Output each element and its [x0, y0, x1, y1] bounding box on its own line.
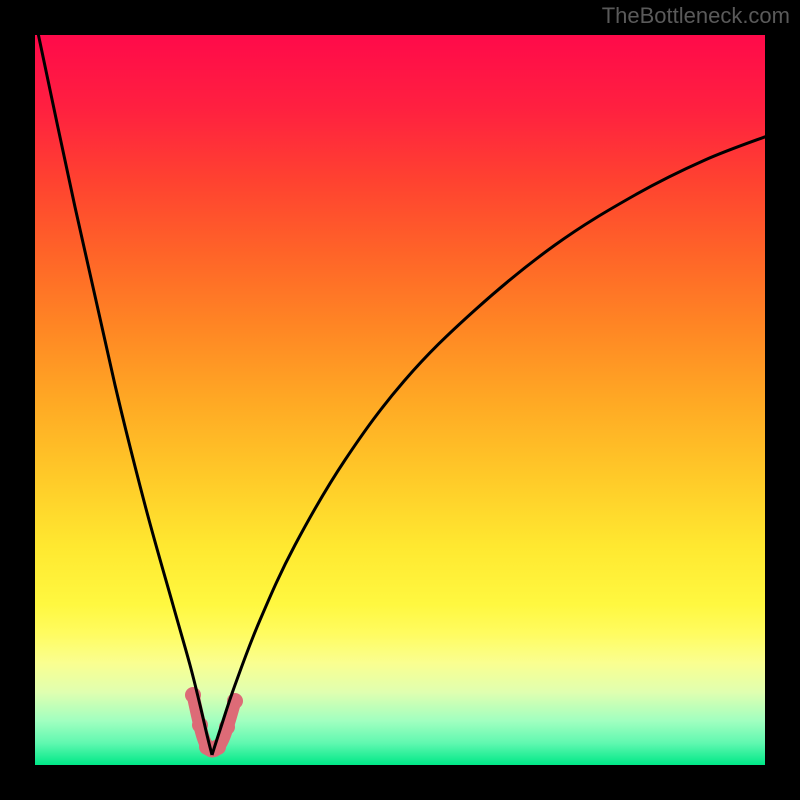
- right-branch-curve: [212, 135, 765, 755]
- left-branch-curve: [35, 35, 212, 755]
- plot-area: [35, 35, 765, 765]
- watermark-text: TheBottleneck.com: [602, 3, 790, 29]
- curve-layer: [35, 35, 765, 765]
